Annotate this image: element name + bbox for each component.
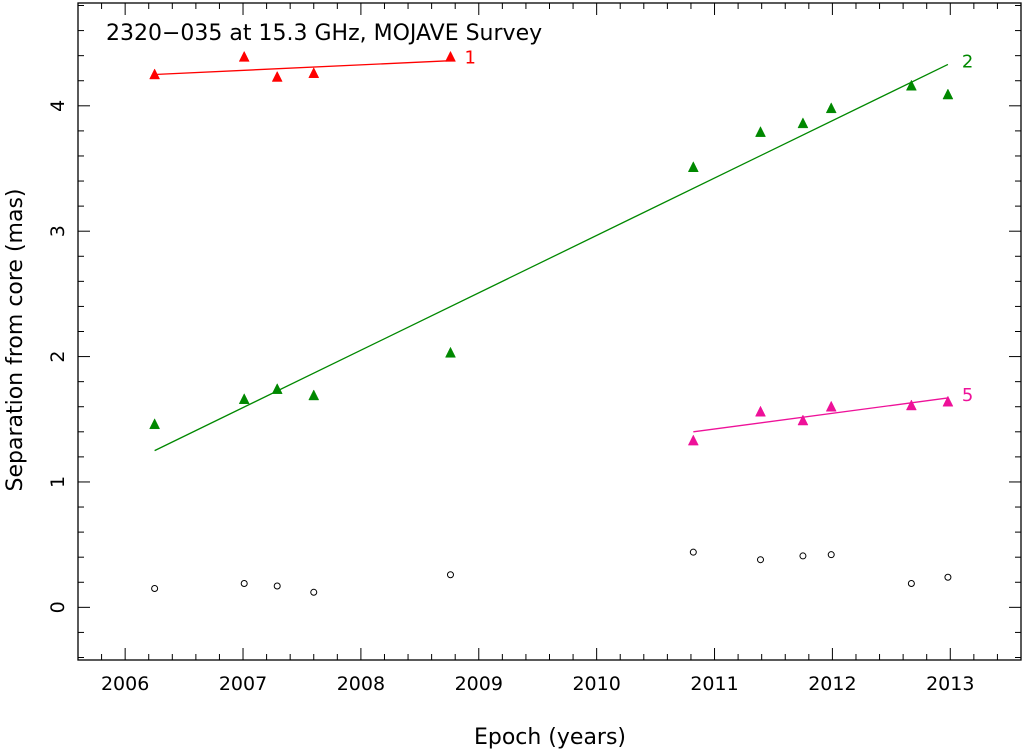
point-2 bbox=[445, 346, 456, 358]
point-5 bbox=[942, 395, 954, 407]
fit-line-1 bbox=[154, 60, 451, 76]
point-1 bbox=[308, 67, 320, 78]
point-2 bbox=[149, 418, 161, 430]
point-2 bbox=[825, 102, 837, 114]
point-5 bbox=[797, 414, 809, 426]
y-axis-label: Separation from core (mas) bbox=[3, 189, 28, 492]
x-tick-label: 2009 bbox=[455, 673, 503, 695]
y-tick-label: 4 bbox=[47, 100, 69, 112]
fit-lines bbox=[154, 60, 949, 452]
point-1 bbox=[238, 50, 250, 62]
x-tick-label: 2013 bbox=[926, 673, 974, 695]
point-core bbox=[756, 556, 764, 564]
point-2 bbox=[755, 126, 766, 137]
point-5 bbox=[755, 405, 766, 417]
fit-line-5 bbox=[693, 397, 949, 433]
x-tick-label: 2010 bbox=[572, 673, 620, 695]
y-tick-label: 1 bbox=[47, 476, 69, 488]
point-core bbox=[310, 588, 318, 596]
tick-labels: 2006 2007 2008 2009 2010 2011 2012 2013 0 1 2 3 4 1 2 5 bbox=[47, 48, 974, 695]
point-2 bbox=[308, 389, 320, 401]
component-label-1: 1 bbox=[464, 48, 475, 69]
point-core bbox=[907, 580, 915, 588]
point-1 bbox=[149, 68, 161, 80]
axis-ticks bbox=[77, 3, 1022, 660]
point-5 bbox=[687, 434, 699, 446]
x-tick-label: 2012 bbox=[808, 673, 856, 695]
fit-line-2 bbox=[154, 63, 949, 452]
x-tick-label: 2006 bbox=[101, 673, 149, 695]
y-tick-label: 3 bbox=[47, 225, 69, 237]
point-core bbox=[944, 573, 952, 581]
component-label-5: 5 bbox=[962, 385, 973, 406]
point-5 bbox=[825, 400, 837, 412]
point-5 bbox=[905, 399, 917, 411]
point-core bbox=[273, 582, 281, 590]
point-core bbox=[799, 552, 807, 560]
x-tick-label: 2008 bbox=[337, 673, 385, 695]
point-core bbox=[240, 580, 248, 588]
point-core bbox=[689, 548, 697, 556]
y-tick-label: 0 bbox=[47, 601, 69, 613]
point-1 bbox=[271, 70, 283, 82]
x-tick-label: 2011 bbox=[690, 673, 738, 695]
chart-title: 2320−035 at 15.3 GHz, MOJAVE Survey bbox=[106, 21, 542, 46]
x-tick-label: 2007 bbox=[219, 673, 267, 695]
point-2 bbox=[238, 393, 250, 404]
x-axis-label: Epoch (years) bbox=[474, 725, 626, 750]
point-core bbox=[151, 585, 159, 593]
point-core bbox=[827, 551, 835, 559]
point-1 bbox=[445, 50, 456, 62]
point-core bbox=[446, 571, 454, 579]
data-points bbox=[149, 50, 954, 596]
point-2 bbox=[942, 88, 954, 100]
point-2 bbox=[271, 383, 283, 394]
point-2 bbox=[797, 117, 809, 129]
y-tick-label: 2 bbox=[47, 351, 69, 363]
point-2 bbox=[905, 79, 917, 91]
component-label-2: 2 bbox=[962, 51, 973, 72]
point-2 bbox=[687, 161, 699, 172]
